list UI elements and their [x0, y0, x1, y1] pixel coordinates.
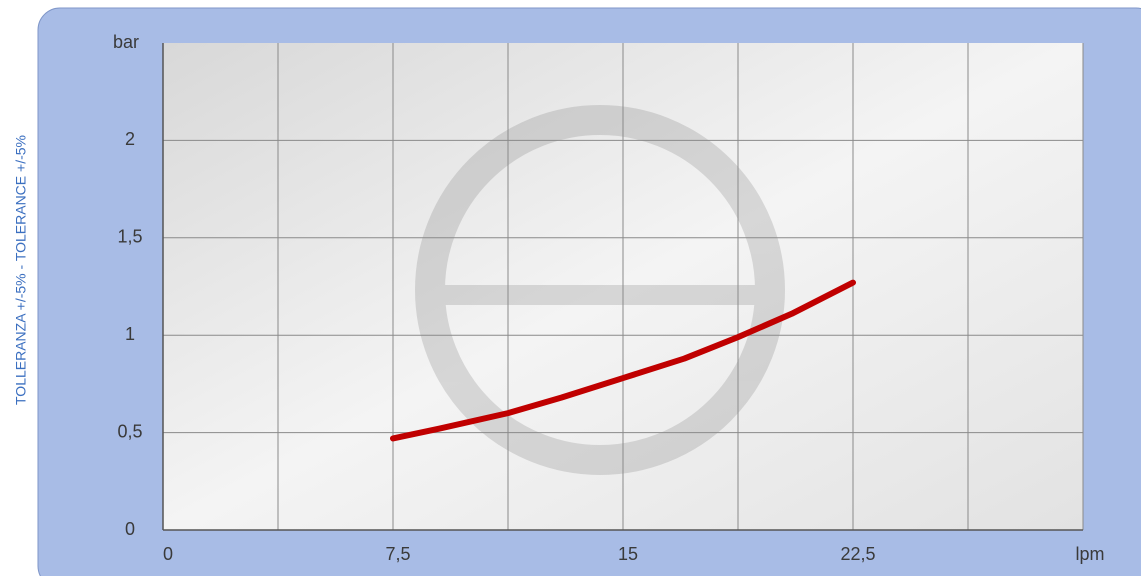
x-tick-label: 7,5	[385, 544, 410, 564]
x-tick-label: 22,5	[840, 544, 875, 564]
line-series	[390, 279, 856, 442]
y-tick-label: 2	[125, 129, 135, 149]
x-tick-label: 15	[618, 544, 638, 564]
x-unit: lpm	[1075, 544, 1104, 564]
y-unit: bar	[113, 32, 139, 52]
y-tick-label: 0	[125, 519, 135, 539]
x-tick-label: 0	[163, 544, 173, 564]
y-tick-label: 1,5	[117, 227, 142, 247]
watermark	[415, 105, 785, 475]
y-tick-label: 1	[125, 324, 135, 344]
y-tick-label: 0,5	[117, 421, 142, 441]
y-axis-label: TOLLERANZA +/-5% - TOLERANCE +/-5%	[13, 135, 29, 405]
